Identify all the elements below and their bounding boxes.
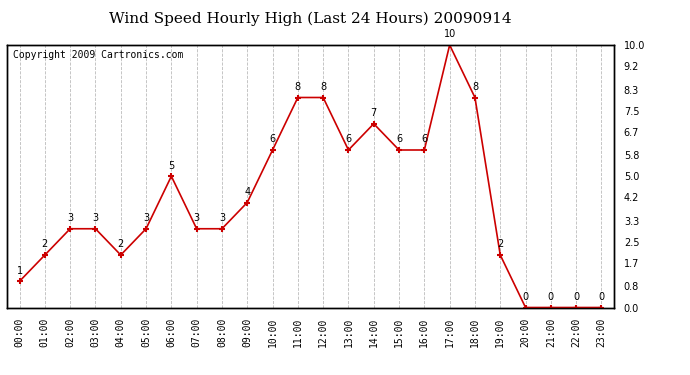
Text: 8: 8 xyxy=(472,82,478,92)
Text: 3: 3 xyxy=(194,213,199,223)
Text: 10: 10 xyxy=(444,30,456,39)
Text: 2: 2 xyxy=(117,240,124,249)
Text: Wind Speed Hourly High (Last 24 Hours) 20090914: Wind Speed Hourly High (Last 24 Hours) 2… xyxy=(109,11,512,26)
Text: 6: 6 xyxy=(270,135,275,144)
Text: 3: 3 xyxy=(219,213,225,223)
Text: 3: 3 xyxy=(67,213,73,223)
Text: 2: 2 xyxy=(497,240,504,249)
Text: 2: 2 xyxy=(41,240,48,249)
Text: 0: 0 xyxy=(573,292,579,302)
Text: 8: 8 xyxy=(320,82,326,92)
Text: 7: 7 xyxy=(371,108,377,118)
Text: 0: 0 xyxy=(598,292,604,302)
Text: 3: 3 xyxy=(143,213,149,223)
Text: Copyright 2009 Cartronics.com: Copyright 2009 Cartronics.com xyxy=(13,50,184,60)
Text: 6: 6 xyxy=(396,135,402,144)
Text: 6: 6 xyxy=(422,135,427,144)
Text: 0: 0 xyxy=(548,292,554,302)
Text: 0: 0 xyxy=(522,292,529,302)
Text: 4: 4 xyxy=(244,187,250,197)
Text: 6: 6 xyxy=(346,135,351,144)
Text: 5: 5 xyxy=(168,161,175,171)
Text: 3: 3 xyxy=(92,213,99,223)
Text: 8: 8 xyxy=(295,82,301,92)
Text: 1: 1 xyxy=(17,266,23,276)
